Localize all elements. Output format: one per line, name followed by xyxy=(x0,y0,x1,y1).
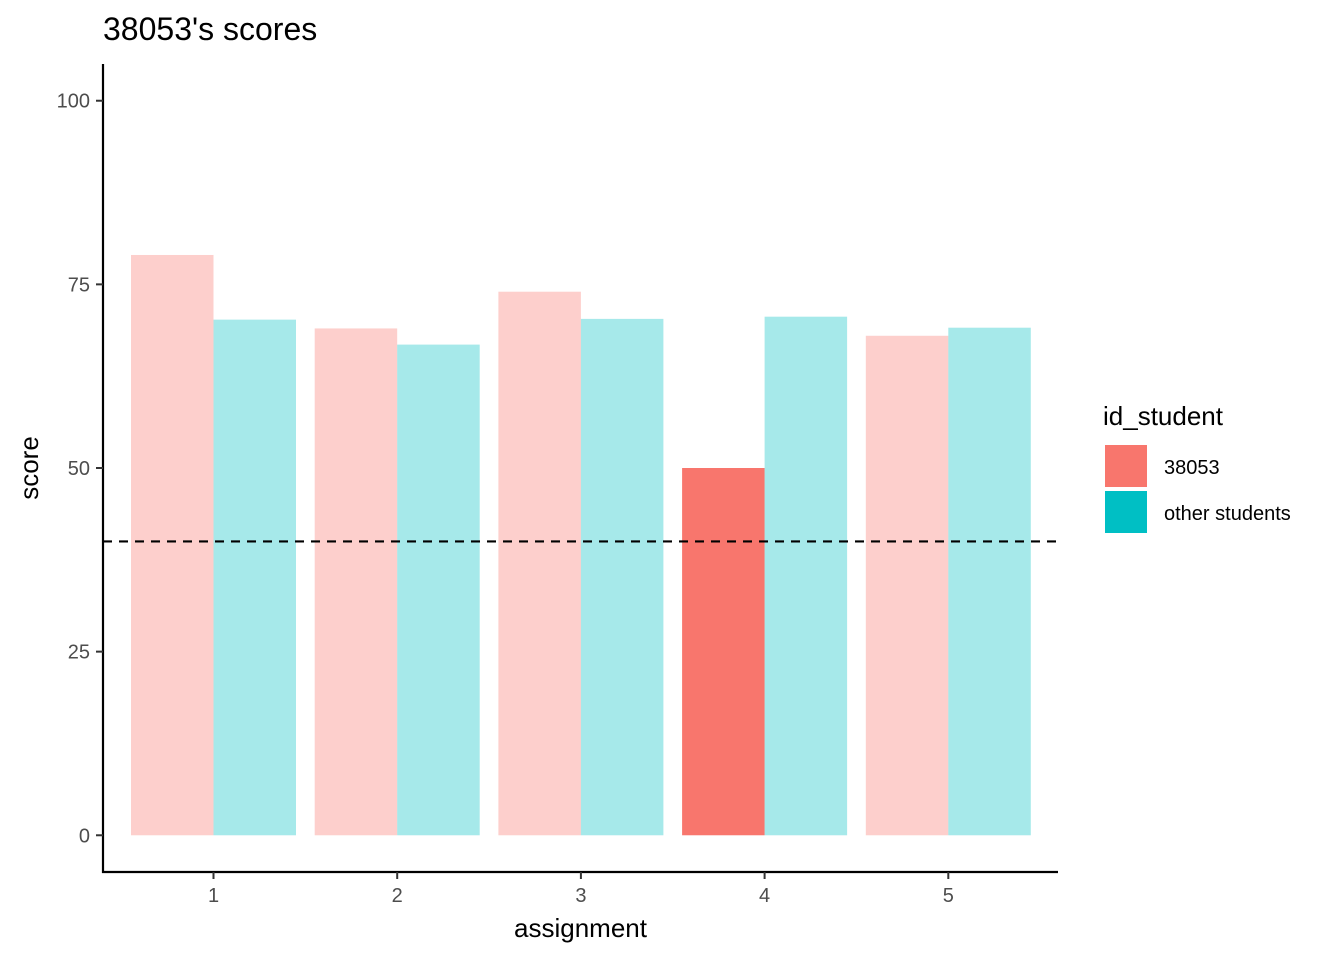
y-axis-title: score xyxy=(14,436,44,500)
bar-others-4 xyxy=(764,316,848,836)
y-tick-label: 75 xyxy=(68,274,90,296)
bar-student-3 xyxy=(498,291,581,836)
x-tick-label: 3 xyxy=(575,885,586,907)
bar-student-4 xyxy=(682,468,765,836)
x-tick-label: 5 xyxy=(943,885,954,907)
legend: id_student 38053 other students xyxy=(1103,401,1291,533)
legend-key-others xyxy=(1105,491,1147,533)
x-axis-title: assignment xyxy=(514,913,648,943)
legend-label: 38053 xyxy=(1164,457,1220,479)
bar-student-5 xyxy=(865,335,949,836)
y-tick-label: 25 xyxy=(68,642,90,664)
x-tick-label: 2 xyxy=(392,885,403,907)
legend-title: id_student xyxy=(1103,401,1224,431)
legend-label: other students xyxy=(1164,503,1291,525)
bar-others-5 xyxy=(948,327,1031,836)
bar-others-2 xyxy=(397,344,480,836)
legend-key-student xyxy=(1105,445,1147,487)
chart-title: 38053's scores xyxy=(103,11,317,47)
x-tick-label: 4 xyxy=(759,885,770,907)
y-tick-label: 100 xyxy=(57,91,90,113)
plot-area: 0 25 50 75 100 1 2 3 4 5 xyxy=(57,64,1058,907)
y-tick-label: 50 xyxy=(68,458,90,480)
bar-student-2 xyxy=(314,328,398,836)
bar-others-3 xyxy=(580,318,664,836)
bar-others-1 xyxy=(213,319,296,836)
x-tick-label: 1 xyxy=(208,885,219,907)
y-tick-label: 0 xyxy=(79,825,90,847)
bar-student-1 xyxy=(131,254,214,836)
